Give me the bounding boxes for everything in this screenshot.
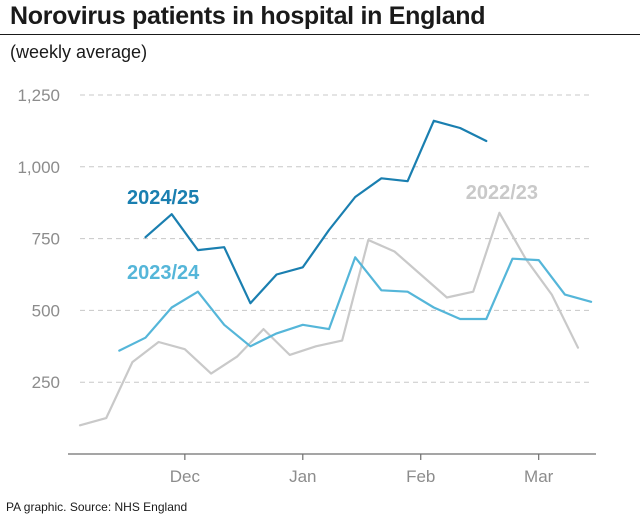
- series-lines: [78, 119, 593, 427]
- y-tick-label: 750: [32, 230, 60, 249]
- series-line: [144, 119, 488, 305]
- series-label: 2022/23: [466, 182, 538, 204]
- x-tick-label: Jan: [289, 467, 316, 486]
- x-axis: Dec Jan Feb Mar: [68, 453, 596, 486]
- title-rule: [0, 34, 640, 35]
- chart-subtitle: (weekly average): [10, 42, 148, 62]
- source-note: PA graphic. Source: NHS England: [6, 500, 188, 514]
- y-tick-label: 1,000: [17, 158, 60, 177]
- y-tick-label: 250: [32, 373, 60, 392]
- y-tick-label: 500: [32, 301, 60, 320]
- x-tick-label: Mar: [524, 467, 554, 486]
- series-label: 2024/25: [127, 187, 199, 209]
- series-line: [118, 256, 593, 352]
- series-labels: 2024/25 2023/24 2022/23: [127, 182, 538, 284]
- y-tick-label: 1,250: [17, 86, 60, 105]
- x-tick-label: Dec: [170, 467, 201, 486]
- line-chart: 250 500 750 1,000 1,250 Dec Jan Feb Mar 2024/25…: [17, 86, 596, 486]
- x-tick-label: Feb: [406, 467, 435, 486]
- chart-title: Norovirus patients in hospital in Englan…: [10, 2, 486, 30]
- y-axis-ticks: 250 500 750 1,000 1,250: [17, 86, 60, 392]
- series-line: [78, 211, 580, 427]
- series-label: 2023/24: [127, 262, 200, 284]
